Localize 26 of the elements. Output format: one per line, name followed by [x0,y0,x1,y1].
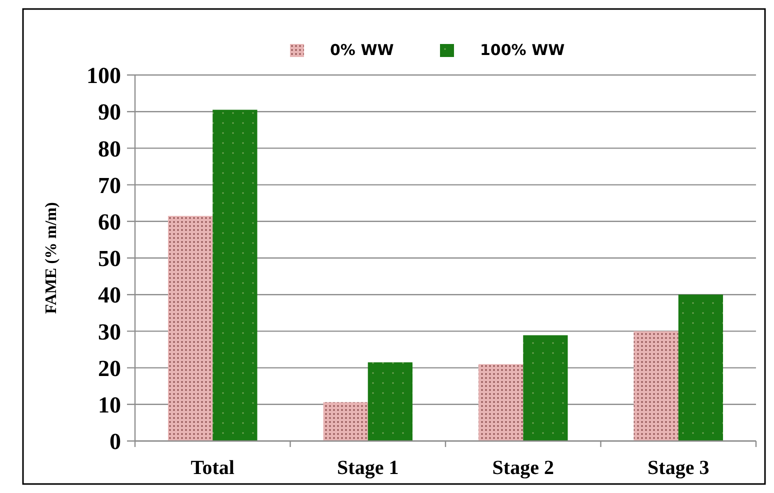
bar [168,216,213,441]
y-tick-label: 90 [98,100,121,125]
bar [323,402,368,441]
bar [368,362,413,441]
y-tick-label: 10 [98,392,121,418]
y-tick-label: 50 [98,246,121,272]
bar [212,110,258,441]
y-axis-title: FAME (% m/m) [43,202,60,314]
y-tick-label: 0 [110,429,121,454]
y-tick-label: 100 [86,63,121,88]
legend-label: 0% WW [330,41,394,59]
y-tick-label: 70 [98,172,121,198]
x-tick-label: Stage 3 [648,457,710,479]
x-tick-label: Total [190,457,235,479]
y-tick-label: 80 [98,136,121,162]
legend-label: 100% WW [480,41,566,59]
bar [478,364,524,441]
y-tick-label: 20 [98,356,121,381]
y-tick-label: 40 [98,282,121,308]
bar [678,294,724,441]
y-tick-label: 60 [98,209,121,234]
y-tick-label: 30 [98,319,121,344]
x-tick-label: Stage 2 [492,457,554,479]
bar [523,335,568,441]
bar [634,331,678,441]
x-tick-label: Stage 1 [337,457,399,479]
